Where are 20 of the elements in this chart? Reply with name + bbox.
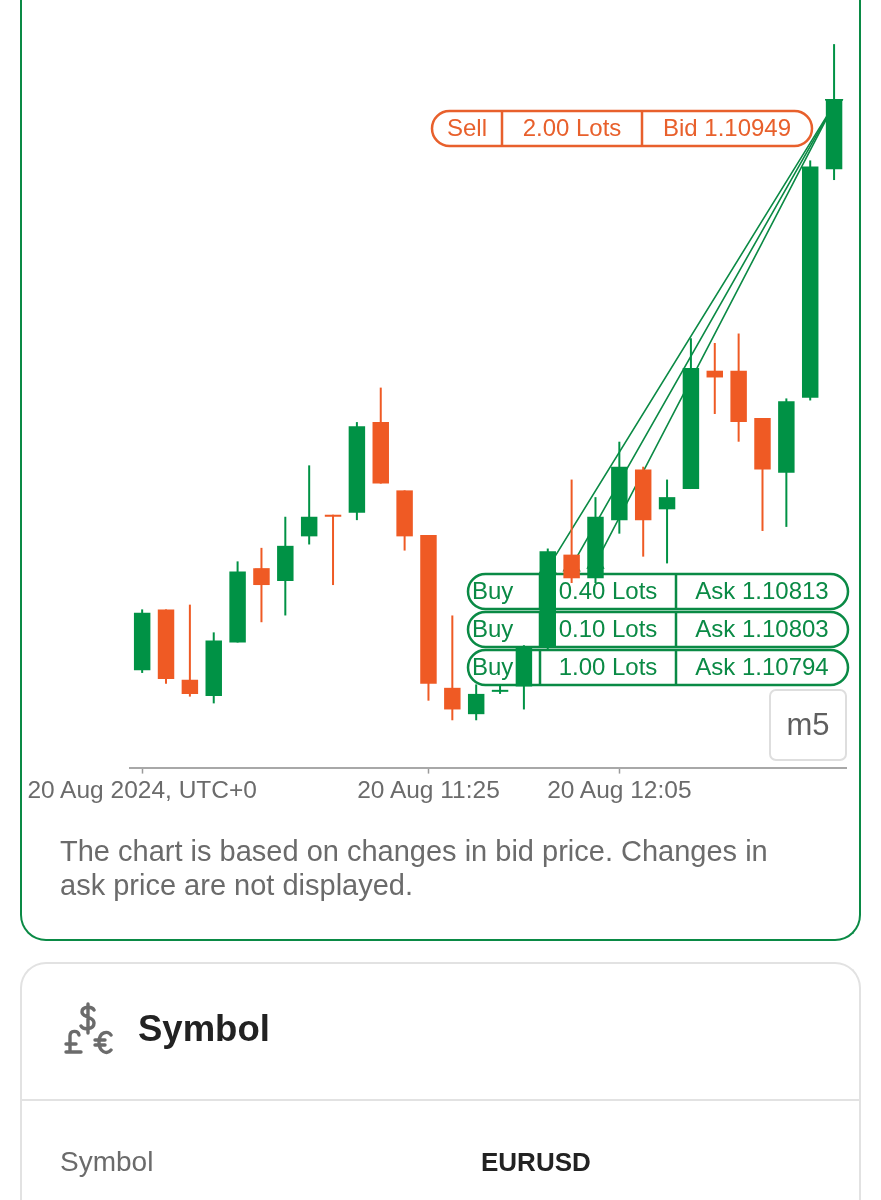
annotation: Buy <box>472 653 514 681</box>
annotation: Buy <box>472 615 514 643</box>
annotation: 0.40 Lots <box>558 577 658 605</box>
annotation: Ask 1.10794 <box>695 653 829 681</box>
x-tick-label: 20 Aug 2024, UTC+0 <box>27 776 257 804</box>
text: Symbol <box>60 1146 154 1178</box>
annotation: Sell <box>446 114 488 142</box>
annotation: 1.00 Lots <box>558 653 658 681</box>
annotation: m5 <box>786 706 830 742</box>
annotation: 0.10 Lots <box>558 615 658 643</box>
text: EURUSD <box>481 1147 591 1178</box>
annotation: Ask 1.10813 <box>695 577 829 605</box>
annotation: 2.00 Lots <box>522 114 622 142</box>
x-tick-label: 20 Aug 12:05 <box>547 776 692 804</box>
annotation: Bid 1.10949 <box>662 114 792 142</box>
annotation: Ask 1.10803 <box>695 615 829 643</box>
annotation: Buy <box>472 577 514 605</box>
text: Symbol <box>138 1008 270 1050</box>
text: The chart is based on changes in bid price. Changes in ask price are not displayed. <box>60 834 769 902</box>
x-tick-label: 20 Aug 11:25 <box>357 776 500 804</box>
